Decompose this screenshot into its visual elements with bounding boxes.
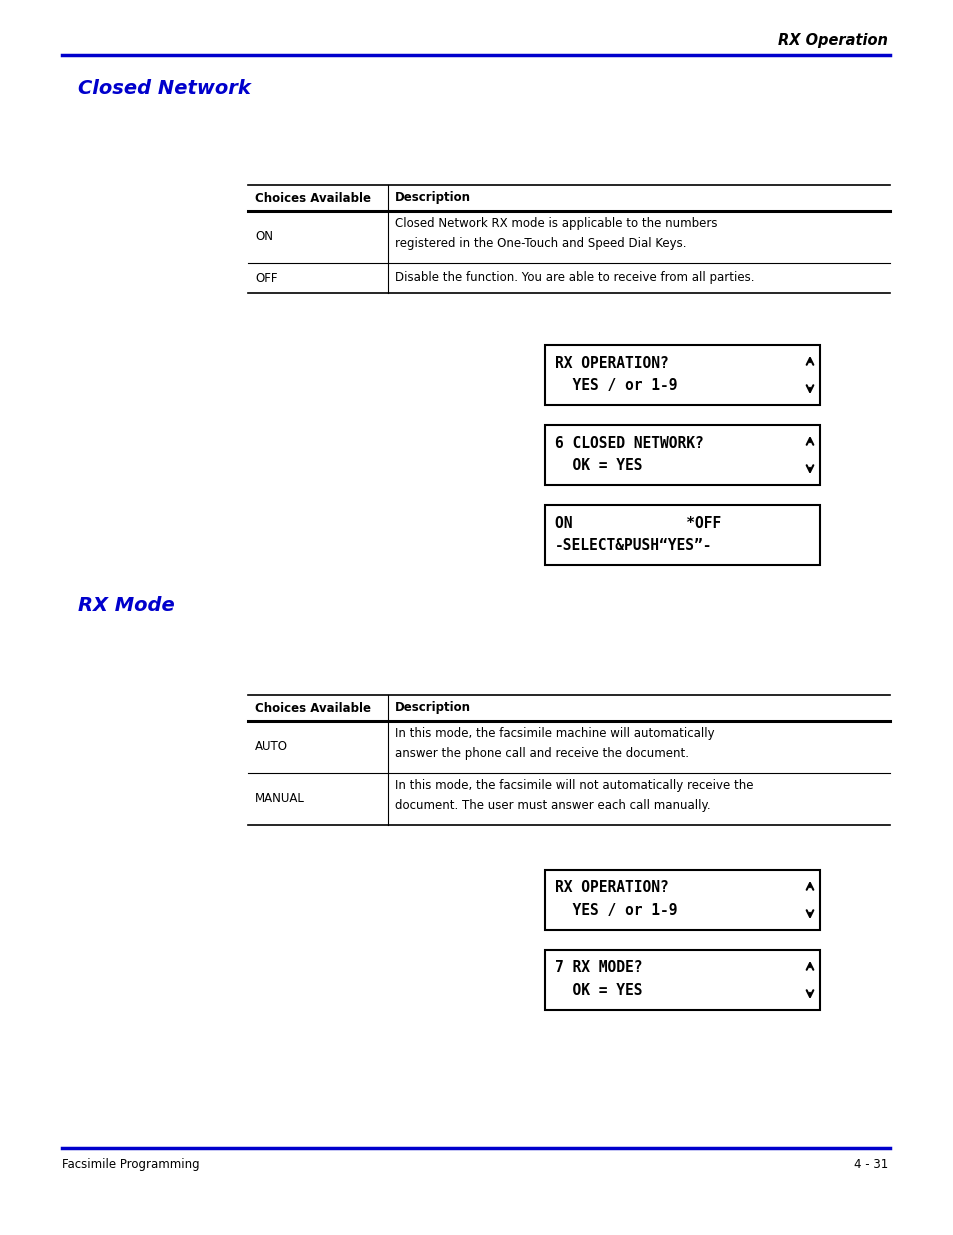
- Text: Choices Available: Choices Available: [254, 701, 371, 715]
- Text: 7 RX MODE?: 7 RX MODE?: [555, 961, 641, 976]
- Text: registered in the One-Touch and Speed Dial Keys.: registered in the One-Touch and Speed Di…: [395, 236, 686, 249]
- Bar: [544, 505, 820, 564]
- Text: Description: Description: [395, 191, 471, 205]
- Text: ON             *OFF: ON *OFF: [555, 515, 720, 531]
- Text: RX Mode: RX Mode: [78, 597, 174, 615]
- Text: 4 - 31: 4 - 31: [853, 1158, 887, 1171]
- Text: AUTO: AUTO: [254, 741, 288, 753]
- Text: 6 CLOSED NETWORK?: 6 CLOSED NETWORK?: [555, 436, 703, 451]
- Text: Closed Network RX mode is applicable to the numbers: Closed Network RX mode is applicable to …: [395, 216, 717, 230]
- Text: Disable the function. You are able to receive from all parties.: Disable the function. You are able to re…: [395, 272, 754, 284]
- Text: answer the phone call and receive the document.: answer the phone call and receive the do…: [395, 746, 688, 760]
- Text: OK = YES: OK = YES: [555, 458, 641, 473]
- Bar: [544, 869, 820, 930]
- Text: RX OPERATION?: RX OPERATION?: [555, 356, 668, 370]
- Text: Choices Available: Choices Available: [254, 191, 371, 205]
- Bar: [544, 345, 820, 405]
- Text: Closed Network: Closed Network: [78, 79, 251, 98]
- Text: ON: ON: [254, 231, 273, 243]
- Text: document. The user must answer each call manually.: document. The user must answer each call…: [395, 799, 710, 811]
- Bar: [544, 950, 820, 1010]
- Text: RX Operation: RX Operation: [778, 33, 887, 48]
- Text: MANUAL: MANUAL: [254, 793, 305, 805]
- Text: In this mode, the facsimile machine will automatically: In this mode, the facsimile machine will…: [395, 726, 714, 740]
- Text: RX OPERATION?: RX OPERATION?: [555, 881, 668, 895]
- Text: YES / or 1-9: YES / or 1-9: [555, 903, 677, 919]
- Text: Description: Description: [395, 701, 471, 715]
- Text: In this mode, the facsimile will not automatically receive the: In this mode, the facsimile will not aut…: [395, 778, 753, 792]
- Text: OFF: OFF: [254, 272, 277, 284]
- Text: Facsimile Programming: Facsimile Programming: [62, 1158, 199, 1171]
- Text: YES / or 1-9: YES / or 1-9: [555, 378, 677, 393]
- Bar: [544, 425, 820, 485]
- Text: -SELECT&PUSH“YES”-: -SELECT&PUSH“YES”-: [555, 538, 712, 553]
- Text: OK = YES: OK = YES: [555, 983, 641, 998]
